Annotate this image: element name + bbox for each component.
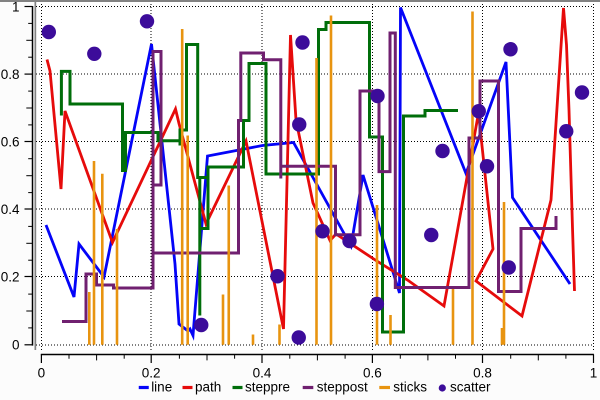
svg-text:line: line bbox=[151, 380, 172, 395]
svg-text:0.4: 0.4 bbox=[253, 366, 272, 381]
svg-text:0: 0 bbox=[38, 366, 46, 381]
svg-text:0.6: 0.6 bbox=[363, 366, 382, 381]
svg-text:0.8: 0.8 bbox=[473, 366, 492, 381]
svg-text:0.2: 0.2 bbox=[1, 269, 20, 284]
svg-text:path: path bbox=[195, 380, 221, 395]
svg-text:0.2: 0.2 bbox=[142, 366, 161, 381]
svg-text:0.4: 0.4 bbox=[1, 202, 20, 217]
svg-text:scatter: scatter bbox=[450, 380, 491, 395]
svg-text:0: 0 bbox=[12, 338, 20, 353]
svg-text:0.8: 0.8 bbox=[1, 67, 20, 82]
svg-text:1: 1 bbox=[12, 0, 20, 14]
svg-text:0.6: 0.6 bbox=[1, 134, 20, 149]
svg-text:1: 1 bbox=[590, 366, 598, 381]
svg-text:sticks: sticks bbox=[393, 380, 427, 395]
svg-text:steppre: steppre bbox=[245, 380, 290, 395]
svg-text:steppost: steppost bbox=[317, 380, 368, 395]
